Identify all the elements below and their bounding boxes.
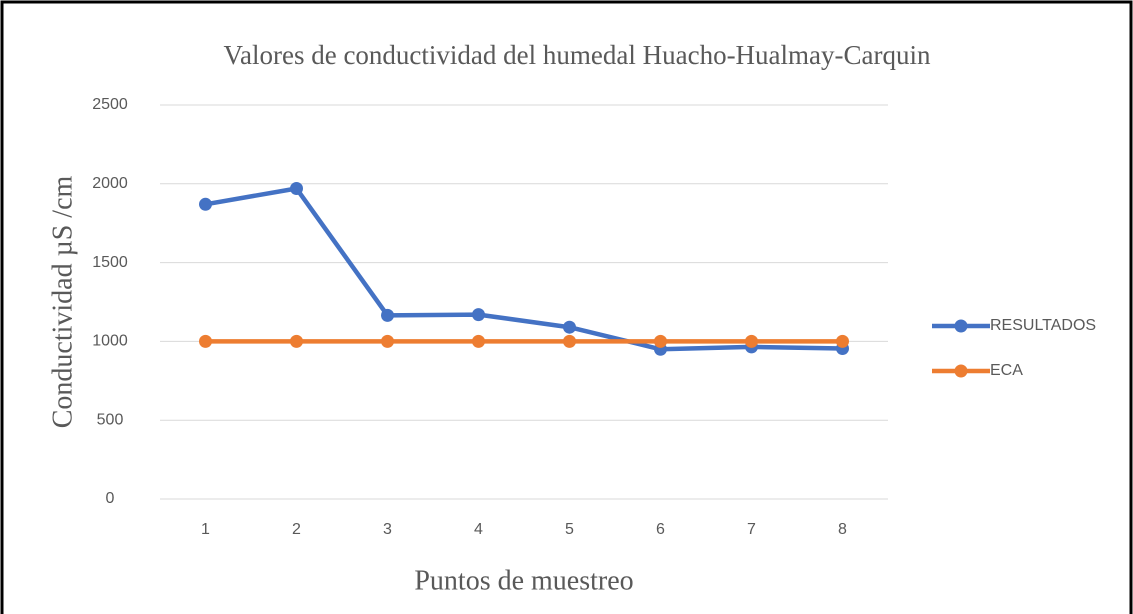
- legend-label: ECA: [990, 362, 1023, 379]
- y-tick-label: 0: [106, 490, 115, 507]
- x-tick-label: 2: [292, 521, 301, 538]
- legend-marker: [954, 364, 968, 378]
- data-point: [836, 334, 849, 348]
- data-point: [472, 334, 485, 348]
- y-tick-label: 2500: [92, 96, 128, 113]
- x-tick-label: 6: [656, 521, 665, 538]
- y-tick-label: 1500: [92, 254, 128, 271]
- x-tick-label: 8: [838, 521, 847, 538]
- data-point: [563, 334, 576, 348]
- data-point: [654, 334, 667, 348]
- x-tick-label: 4: [474, 521, 483, 538]
- data-point: [472, 308, 485, 322]
- y-tick-label: 500: [97, 411, 124, 428]
- x-tick-label: 1: [201, 521, 210, 538]
- data-point: [290, 334, 303, 348]
- y-axis-label: Conductividad µS /cm: [47, 176, 78, 429]
- data-point: [199, 197, 212, 211]
- data-point: [563, 320, 576, 334]
- y-tick-label: 2000: [92, 175, 128, 192]
- y-tick-label: 1000: [92, 333, 128, 350]
- x-tick-label: 3: [383, 521, 392, 538]
- series-line: [205, 186, 843, 352]
- data-point: [381, 308, 394, 322]
- legend-label: RESULTADOS: [990, 317, 1096, 334]
- x-tick-label: 7: [747, 521, 756, 538]
- x-tick-label: 5: [565, 521, 574, 538]
- data-point: [381, 334, 394, 348]
- data-point: [199, 334, 212, 348]
- chart-title: Valores de conductividad del humedal Hua…: [223, 40, 931, 70]
- data-point: [745, 334, 758, 348]
- legend-marker: [954, 319, 968, 333]
- x-axis-label: Puntos de muestreo: [414, 565, 633, 596]
- data-point: [290, 182, 303, 196]
